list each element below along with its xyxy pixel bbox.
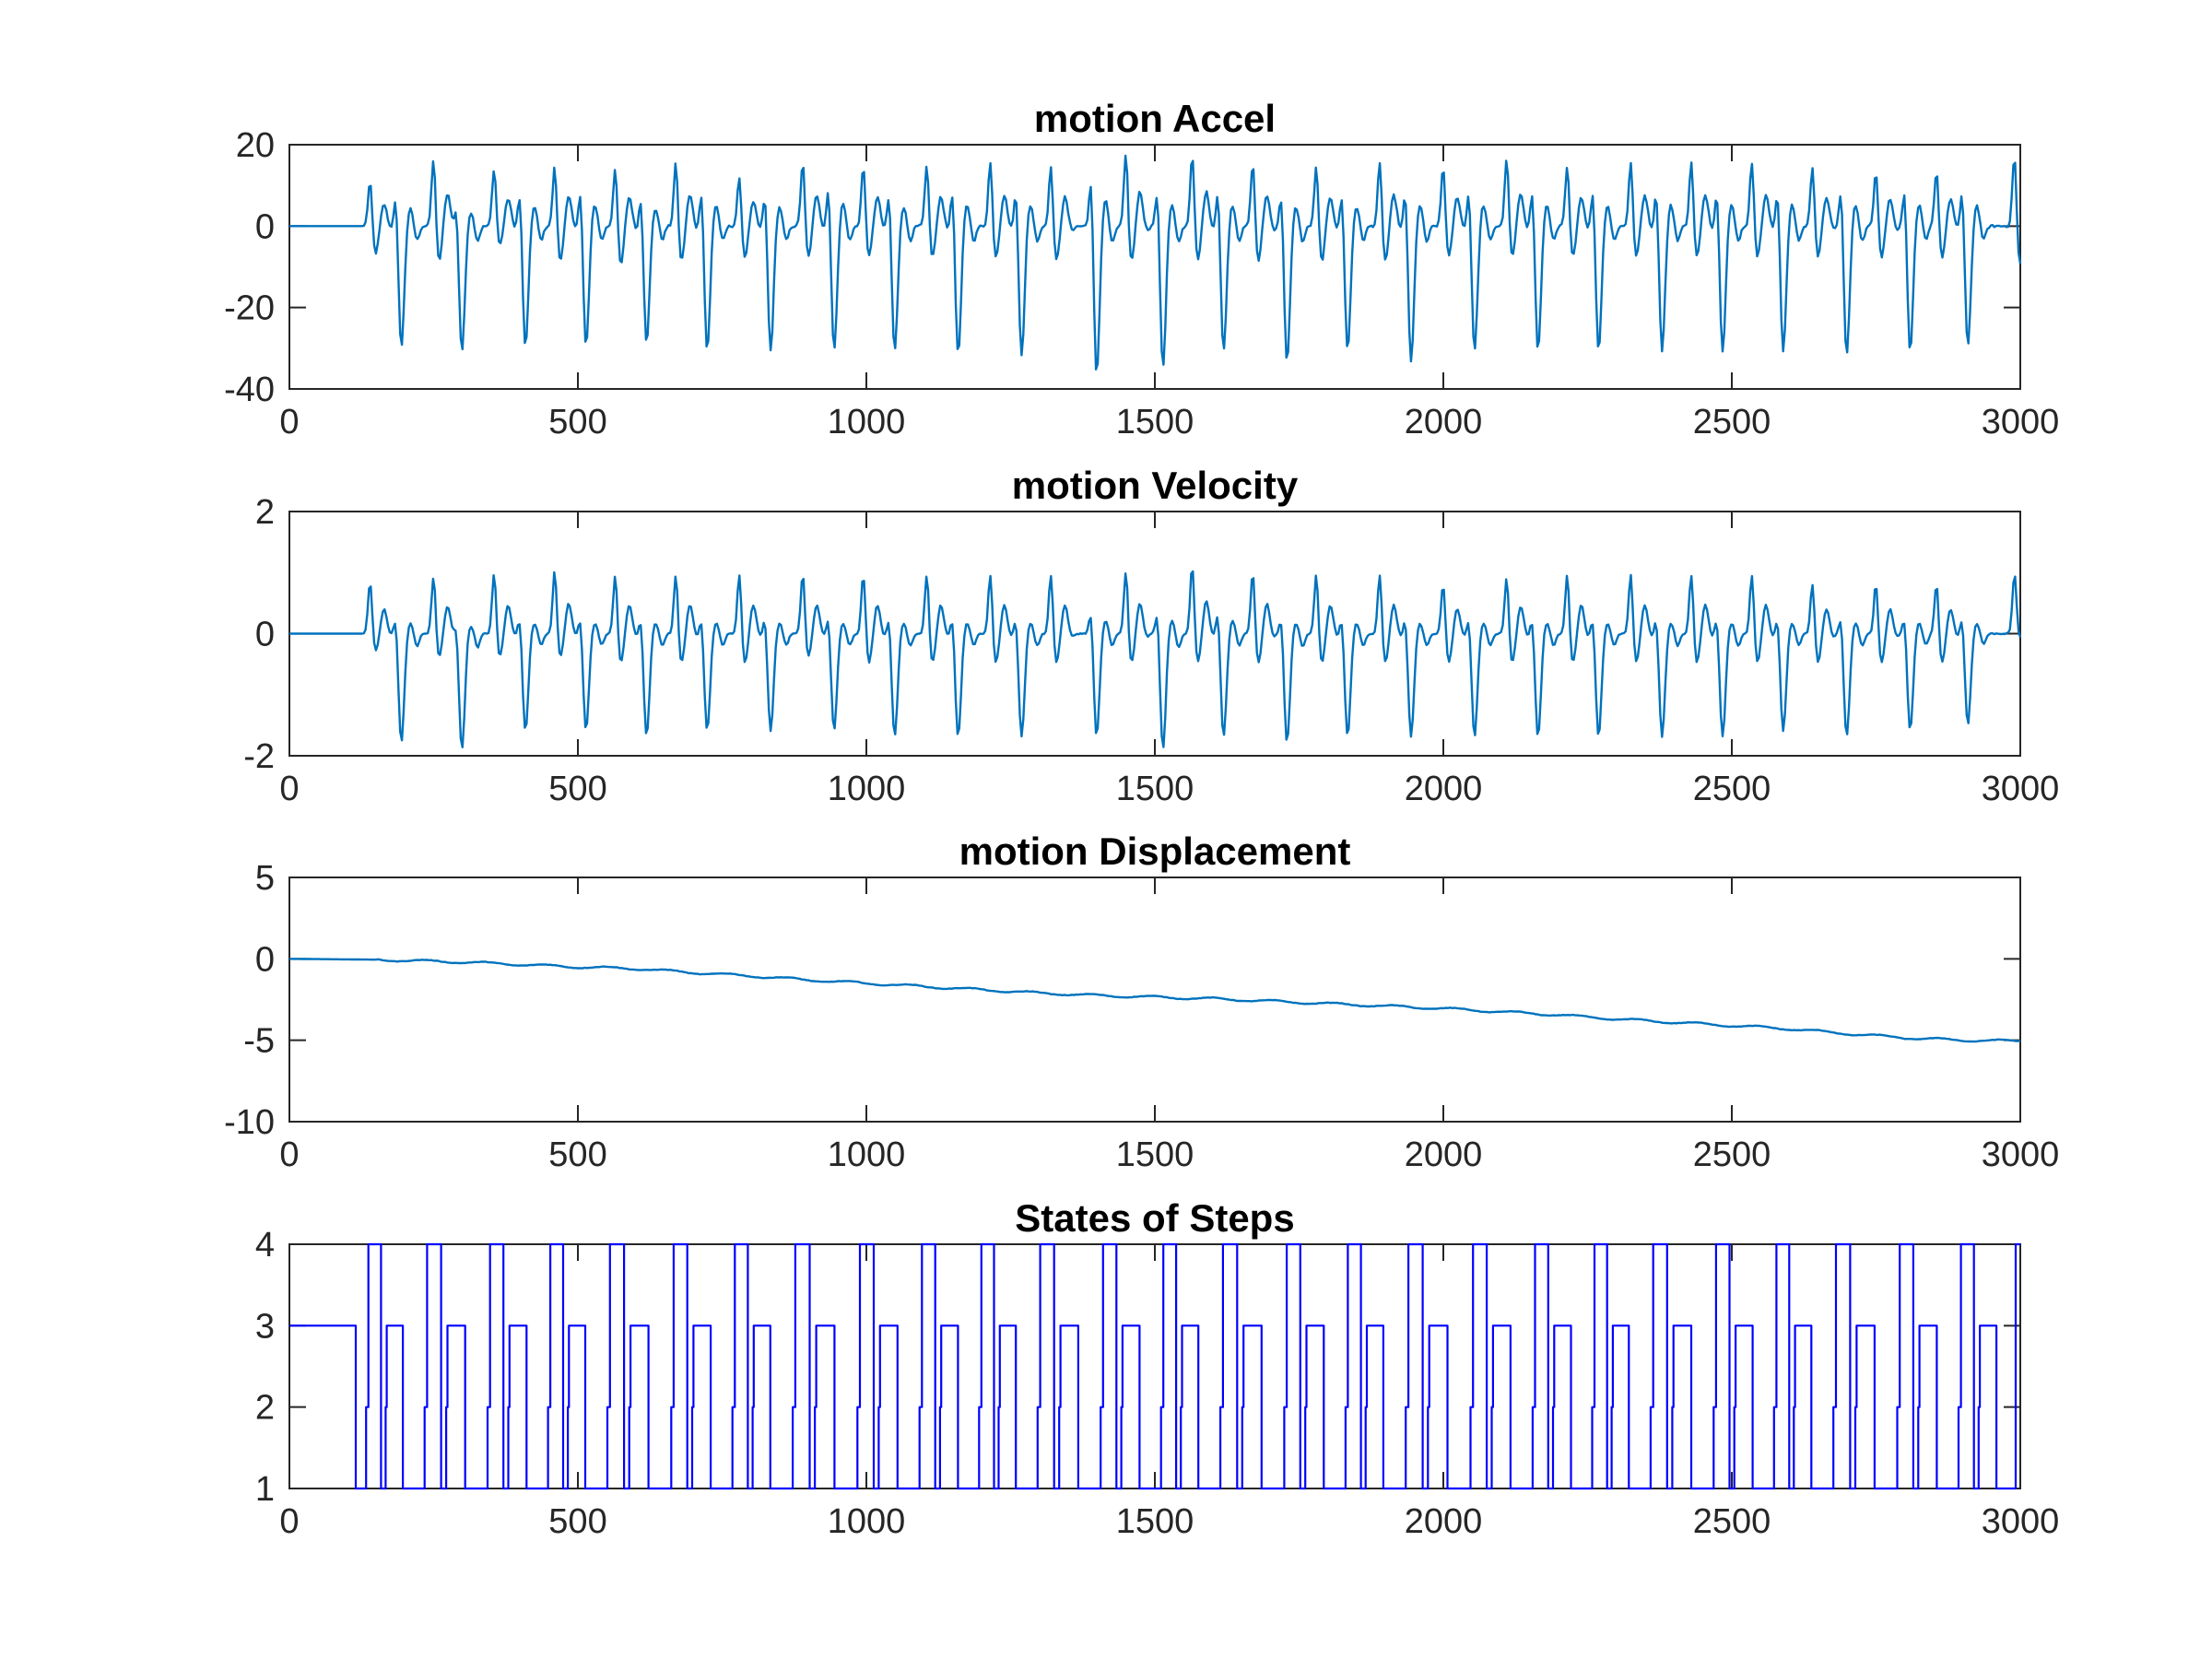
y-tick-label: 5 [255, 859, 275, 898]
x-tick-label: 2000 [1405, 403, 1483, 441]
y-tick-label: 0 [255, 616, 275, 654]
series-line [289, 1242, 2020, 1490]
x-tick-label: 1500 [1116, 1135, 1194, 1174]
x-tick-label: 1500 [1116, 1502, 1194, 1541]
y-tick-label: -20 [224, 289, 275, 328]
x-tick-label: 2500 [1693, 1135, 1771, 1174]
chart-title: motion Velocity [1012, 464, 1299, 507]
y-tick-label: 4 [255, 1226, 275, 1265]
y-tick-label: -40 [224, 371, 275, 409]
y-tick-label: -5 [243, 1022, 275, 1061]
x-tick-label: 500 [548, 403, 606, 441]
y-tick-label: 0 [255, 207, 275, 246]
series-line [289, 154, 2022, 371]
chart-panel-3: motion Displacement 0 500 1000 1500 2000 2500 3… [224, 830, 2059, 1174]
y-tick-label: -10 [224, 1103, 275, 1142]
axes-box [288, 511, 2021, 757]
y-tick-label: 3 [255, 1307, 275, 1346]
x-tick-label: 1000 [828, 1135, 906, 1174]
x-tick-label: 1500 [1116, 770, 1194, 808]
x-tick-label: 1000 [828, 403, 906, 441]
x-tick-label: 500 [548, 1502, 606, 1541]
y-tick-label: 0 [255, 940, 275, 979]
y-tick-label: -2 [243, 737, 275, 776]
y-tick-label: 2 [255, 1389, 275, 1428]
chart-title: motion Accel [1034, 97, 1276, 140]
series-line [289, 570, 2022, 748]
x-tick-label: 500 [548, 1135, 606, 1174]
x-tick-label: 2500 [1693, 770, 1771, 808]
chart-title: motion Displacement [959, 830, 1351, 873]
x-tick-label: 500 [548, 770, 606, 808]
x-tick-label: 1000 [828, 770, 906, 808]
x-tick-label: 1500 [1116, 403, 1194, 441]
x-tick-label: 3000 [1982, 1502, 2060, 1541]
series-line [288, 958, 2021, 1043]
x-tick-label: 0 [279, 1502, 299, 1541]
y-tick-label: 20 [236, 126, 275, 165]
x-tick-label: 0 [279, 1135, 299, 1174]
x-tick-label: 0 [279, 403, 299, 441]
x-tick-label: 1000 [828, 1502, 906, 1541]
y-tick-label: 1 [255, 1470, 275, 1509]
axes-box [288, 144, 2021, 390]
x-tick-label: 2000 [1405, 1135, 1483, 1174]
x-tick-label: 2500 [1693, 1502, 1771, 1541]
y-tick-label: 2 [255, 493, 275, 532]
chart-panel-2: motion Velocity 0 500 1000 1500 2000 2500 3000 -… [243, 464, 2059, 808]
x-tick-label: 3000 [1982, 770, 2060, 808]
chart-title: States of Steps [1015, 1196, 1294, 1240]
x-tick-label: 2000 [1405, 770, 1483, 808]
x-tick-label: 2500 [1693, 403, 1771, 441]
x-tick-label: 2000 [1405, 1502, 1483, 1541]
chart-panel-4: States of Steps 0 500 1000 1500 2000 2500 3000 1… [255, 1196, 2059, 1541]
x-tick-label: 3000 [1982, 403, 2060, 441]
x-tick-label: 0 [279, 770, 299, 808]
axes-box [288, 1243, 2021, 1489]
axes-box [288, 877, 2021, 1123]
chart-panel-1: motion Accel 0 500 1000 1500 2000 2500 3000 -40 -… [224, 97, 2059, 441]
x-tick-label: 3000 [1982, 1135, 2060, 1174]
